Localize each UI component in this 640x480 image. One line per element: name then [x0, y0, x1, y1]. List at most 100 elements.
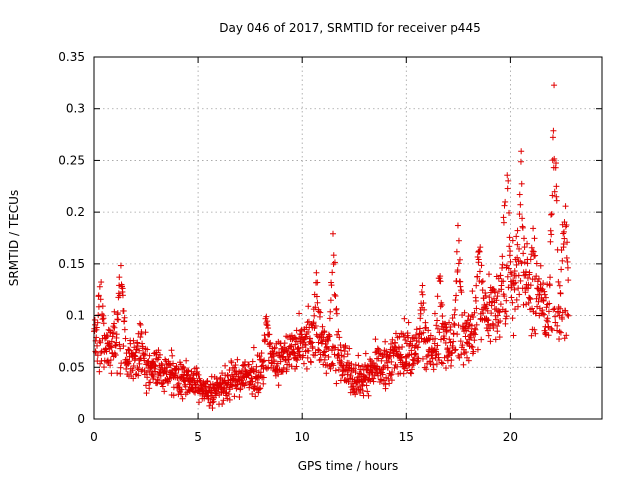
data-point [565, 277, 572, 284]
data-point [536, 291, 543, 298]
data-point [400, 334, 407, 341]
data-point [546, 300, 553, 307]
data-point [470, 329, 477, 336]
data-point [499, 261, 506, 268]
data-point [110, 323, 117, 330]
data-point [501, 202, 508, 209]
data-point [94, 352, 101, 359]
data-point [413, 326, 420, 333]
data-point [320, 334, 327, 341]
data-point [169, 352, 176, 359]
data-point [482, 292, 489, 299]
data-point [454, 222, 461, 229]
data-point [547, 274, 554, 281]
scatter-points [90, 82, 572, 412]
data-point [548, 210, 555, 217]
data-point [480, 310, 487, 317]
data-point [125, 360, 132, 367]
data-point [256, 385, 263, 392]
data-point [340, 363, 347, 370]
data-point [376, 350, 383, 357]
data-point [209, 405, 216, 412]
data-point [383, 348, 390, 355]
data-point [494, 293, 501, 300]
data-point [479, 278, 486, 285]
data-point [550, 127, 557, 134]
data-point [277, 358, 284, 365]
y-tick-label: 0 [77, 412, 85, 426]
data-point [504, 273, 511, 280]
data-point [431, 310, 438, 317]
data-point [280, 364, 287, 371]
data-point [465, 313, 472, 320]
data-point [561, 335, 568, 342]
data-point [564, 239, 571, 246]
data-point [464, 339, 471, 346]
data-point [547, 227, 554, 234]
data-point [249, 358, 256, 365]
data-point [456, 354, 463, 361]
data-point [437, 303, 444, 310]
data-point [513, 296, 520, 303]
x-tick-label: 15 [399, 430, 414, 444]
data-point [303, 365, 310, 372]
data-point [449, 315, 456, 322]
data-point [288, 342, 295, 349]
data-point [485, 317, 492, 324]
data-point [451, 347, 458, 354]
data-point [175, 366, 182, 373]
chart-title: Day 046 of 2017, SRMTID for receiver p44… [219, 21, 480, 35]
data-point [528, 332, 535, 339]
data-point [378, 376, 385, 383]
data-point [400, 370, 407, 377]
data-point [453, 292, 460, 299]
data-point [408, 366, 415, 373]
data-point [385, 375, 392, 382]
data-point [196, 399, 203, 406]
data-point [407, 369, 414, 376]
data-point [414, 359, 421, 366]
data-point [378, 357, 385, 364]
data-point [241, 382, 248, 389]
data-point [107, 362, 114, 369]
data-point [397, 351, 404, 358]
data-point [521, 272, 528, 279]
y-axis-label: SRMTID / TECUs [7, 190, 21, 286]
data-point [484, 307, 491, 314]
data-point [132, 349, 139, 356]
data-point [123, 350, 130, 357]
data-point [330, 252, 337, 259]
data-point [561, 228, 568, 235]
data-point [134, 365, 141, 372]
y-tick-label: 0.1 [66, 309, 85, 323]
data-point [546, 282, 553, 289]
data-point [434, 325, 441, 332]
data-point [242, 358, 249, 365]
data-point [404, 352, 411, 359]
data-point [509, 237, 516, 244]
data-point [170, 360, 177, 367]
data-point [168, 347, 175, 354]
data-point [222, 362, 229, 369]
data-point [266, 331, 273, 338]
data-point [497, 301, 504, 308]
data-point [260, 380, 267, 387]
data-point [282, 357, 289, 364]
data-point [405, 362, 412, 369]
data-point [302, 341, 309, 348]
data-point [92, 348, 99, 355]
data-point [404, 367, 411, 374]
data-point [450, 330, 457, 337]
data-point [507, 248, 514, 255]
data-point [442, 321, 449, 328]
data-point [263, 365, 270, 372]
data-point [473, 305, 480, 312]
data-point [296, 310, 303, 317]
data-point [293, 363, 300, 370]
data-point [451, 311, 458, 318]
data-point [182, 383, 189, 390]
data-point [165, 378, 172, 385]
data-point [474, 273, 481, 280]
data-point [457, 338, 464, 345]
data-point [556, 282, 563, 289]
